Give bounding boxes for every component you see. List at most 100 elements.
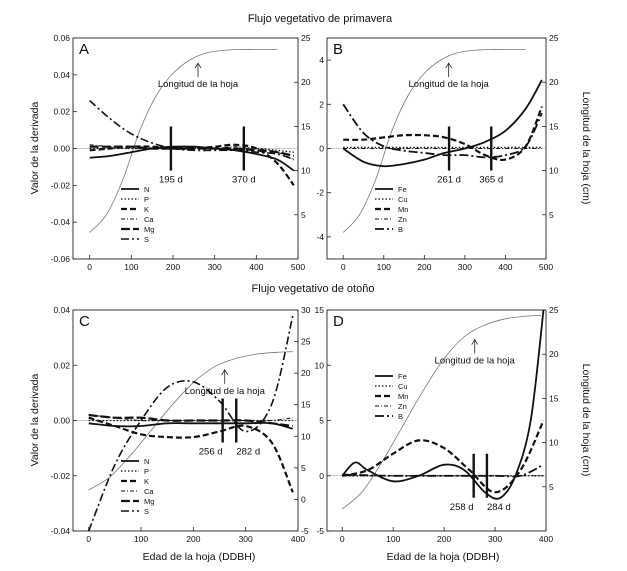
panel-a-series-s [89, 100, 295, 161]
panel-a-legend-label-mg: Mg [144, 225, 154, 234]
panel-d-xtick-label: 0 [340, 534, 345, 544]
panel-a-xtick-label: 500 [291, 262, 305, 272]
panel-b-ytick-label: -4 [316, 232, 324, 242]
panel-a: 0 100 200 300 400 500 -0.06 -0.04 -0.02 0.00 0.02 0… [51, 33, 311, 272]
panel-b-xtick-label: 200 [417, 262, 431, 272]
panel-d-xtick-label: 200 [437, 534, 451, 544]
panel-a-ytick-label: -0.04 [51, 217, 71, 227]
panel-b-ytick-label: 2 [319, 99, 324, 109]
panel-c-xtick-label: 100 [134, 534, 148, 544]
panel-c-y2tick-label: 30 [301, 305, 311, 315]
panel-d-xtick-label: 400 [539, 534, 553, 544]
panel-d-y2tick-label: 20 [549, 349, 559, 359]
panel-d-leaf-label: Longitud de la hoja [435, 356, 516, 367]
panel-c-y2tick-label: 15 [301, 400, 311, 410]
panel-d-ytick-label: 15 [315, 305, 325, 315]
panel-c-marker-label: 282 d [236, 447, 260, 458]
panel-d-legend-label-fe: Fe [398, 372, 407, 381]
panel-d-xtick-label: 300 [488, 534, 502, 544]
panel-a-marker-label: 195 d [159, 175, 183, 186]
panel-d-legend-label-b: B [398, 412, 403, 421]
panel-b-label: B [333, 41, 343, 58]
panel-b-legend-label-mn: Mn [398, 205, 408, 214]
panel-a-label: A [79, 41, 89, 58]
panel-c-leaf-label: Longitud de la hoja [185, 386, 266, 397]
panel-d-leaf-length-line [342, 314, 541, 510]
panel-a-legend-label-k: K [144, 205, 149, 214]
panel-c-label: C [79, 313, 90, 330]
panel-a-series-mg [89, 145, 295, 157]
panel-a-xtick-label: 200 [166, 262, 180, 272]
panels: 0 100 200 300 400 500-0.06-0.04-0.020.000.020… [51, 33, 559, 544]
panel-c-legend-label-ca: Ca [144, 487, 154, 496]
panel-d-marker-label: 258 d [450, 502, 474, 513]
panel-b-marker-label: 261 d [437, 175, 461, 186]
panel-d-marker-label: 284 d [487, 502, 511, 513]
panel-b-legend-label-zn: Zn [398, 215, 407, 224]
panel-b-legend-label-cu: Cu [398, 195, 408, 204]
panel-d-plot-area [341, 310, 545, 510]
panel-c-y2tick-label: 10 [301, 431, 311, 441]
panel-a-y2tick-label: 20 [301, 77, 311, 87]
panel-c-legend-label-n: N [144, 457, 149, 466]
panel-c-ytick-label: -0.02 [51, 471, 71, 481]
panel-c-legend-label-mg: Mg [144, 497, 154, 506]
panel-d-y2tick-label: 5 [549, 482, 554, 492]
autumn-section-title: Flujo vegetativo de otoño [252, 283, 375, 295]
panel-b-legend-label-fe: Fe [398, 185, 407, 194]
panel-a-ytick-label: 0.06 [53, 33, 70, 43]
panel-a-ytick-label: -0.02 [51, 180, 71, 190]
panel-b-xtick-label: 0 [341, 262, 346, 272]
panel-a-ytick-label: 0.00 [53, 144, 70, 154]
panel-b-marker-label: 365 d [479, 175, 503, 186]
spring-section-title: Flujo vegetativo de primavera [248, 13, 393, 25]
panel-d-legend-label-zn: Zn [398, 402, 407, 411]
panel-a-y2tick-label: 15 [301, 121, 311, 131]
panel-d-ytick-label: 5 [319, 416, 324, 426]
panel-c-xtick-label: 400 [291, 534, 305, 544]
panel-b-y2tick-label: 25 [549, 33, 559, 43]
panel-a-legend-label-ca: Ca [144, 215, 154, 224]
panel-c-xtick-label: 300 [239, 534, 253, 544]
panel-c-y2tick-label: 0 [301, 494, 306, 504]
panel-b-series-fe [342, 79, 543, 168]
panel-d-series-mn [342, 420, 545, 494]
panel-d-ytick-label: 10 [315, 360, 325, 370]
panel-a-series-n [89, 145, 295, 172]
panel-a-xtick-label: 300 [208, 262, 222, 272]
top-right-axis-title: Longitud de la hoja (cm) [580, 92, 592, 205]
panel-c-plot-area [87, 315, 294, 531]
panel-d-series-b [342, 463, 544, 478]
panel-a-leaf-arrow-head [194, 62, 202, 69]
panel-b-y2tick-label: 20 [549, 77, 559, 87]
panel-d-series-fe [341, 310, 545, 500]
panel-b-series-b [342, 103, 543, 159]
panel-c-y2tick-label: 5 [301, 463, 306, 473]
panel-b: 0 100 200 300 400 500 -4 -2 0 2 4 5 10 15 20 25 B Longitu… [316, 33, 558, 272]
panel-c-ytick-label: 0.04 [53, 305, 70, 315]
panel-c: 0 100 200 300 400 -0.04 -0.02 0.00 0.02 0.04 -5 0 5 1… [51, 305, 311, 544]
panel-c-ytick-label: 0.02 [53, 360, 70, 370]
panel-b-xtick-label: 300 [458, 262, 472, 272]
panel-d-y2tick-label: 25 [549, 305, 559, 315]
panel-d-xtick-label: 100 [386, 534, 400, 544]
bottom-left-axis-title: Valor de la derivada [29, 374, 41, 467]
panel-c-legend-label-p: P [144, 467, 149, 476]
panel-a-xtick-label: 400 [249, 262, 263, 272]
panel-a-ytick-label: -0.06 [51, 254, 71, 264]
panel-a-ytick-label: 0.02 [53, 107, 70, 117]
panel-b-y2tick-label: 15 [549, 121, 559, 131]
panel-d-legend-label-cu: Cu [398, 382, 408, 391]
panel-c-series-mg [88, 413, 293, 428]
panel-b-y2tick-label: 5 [549, 210, 554, 220]
panel-a-series-ca [89, 144, 295, 161]
panel-a-ytick-label: 0.04 [53, 70, 70, 80]
panel-d-label: D [333, 313, 344, 330]
panel-b-legend-label-b: B [398, 225, 403, 234]
bottom-right-axis-title: Longitud de la hoja (cm) [580, 364, 592, 477]
panel-b-leaf-arrow-head [445, 62, 453, 69]
panel-b-xtick-label: 500 [539, 262, 553, 272]
panel-c-leaf-arrow-head [221, 369, 229, 376]
panel-a-legend-label-p: P [144, 195, 149, 204]
